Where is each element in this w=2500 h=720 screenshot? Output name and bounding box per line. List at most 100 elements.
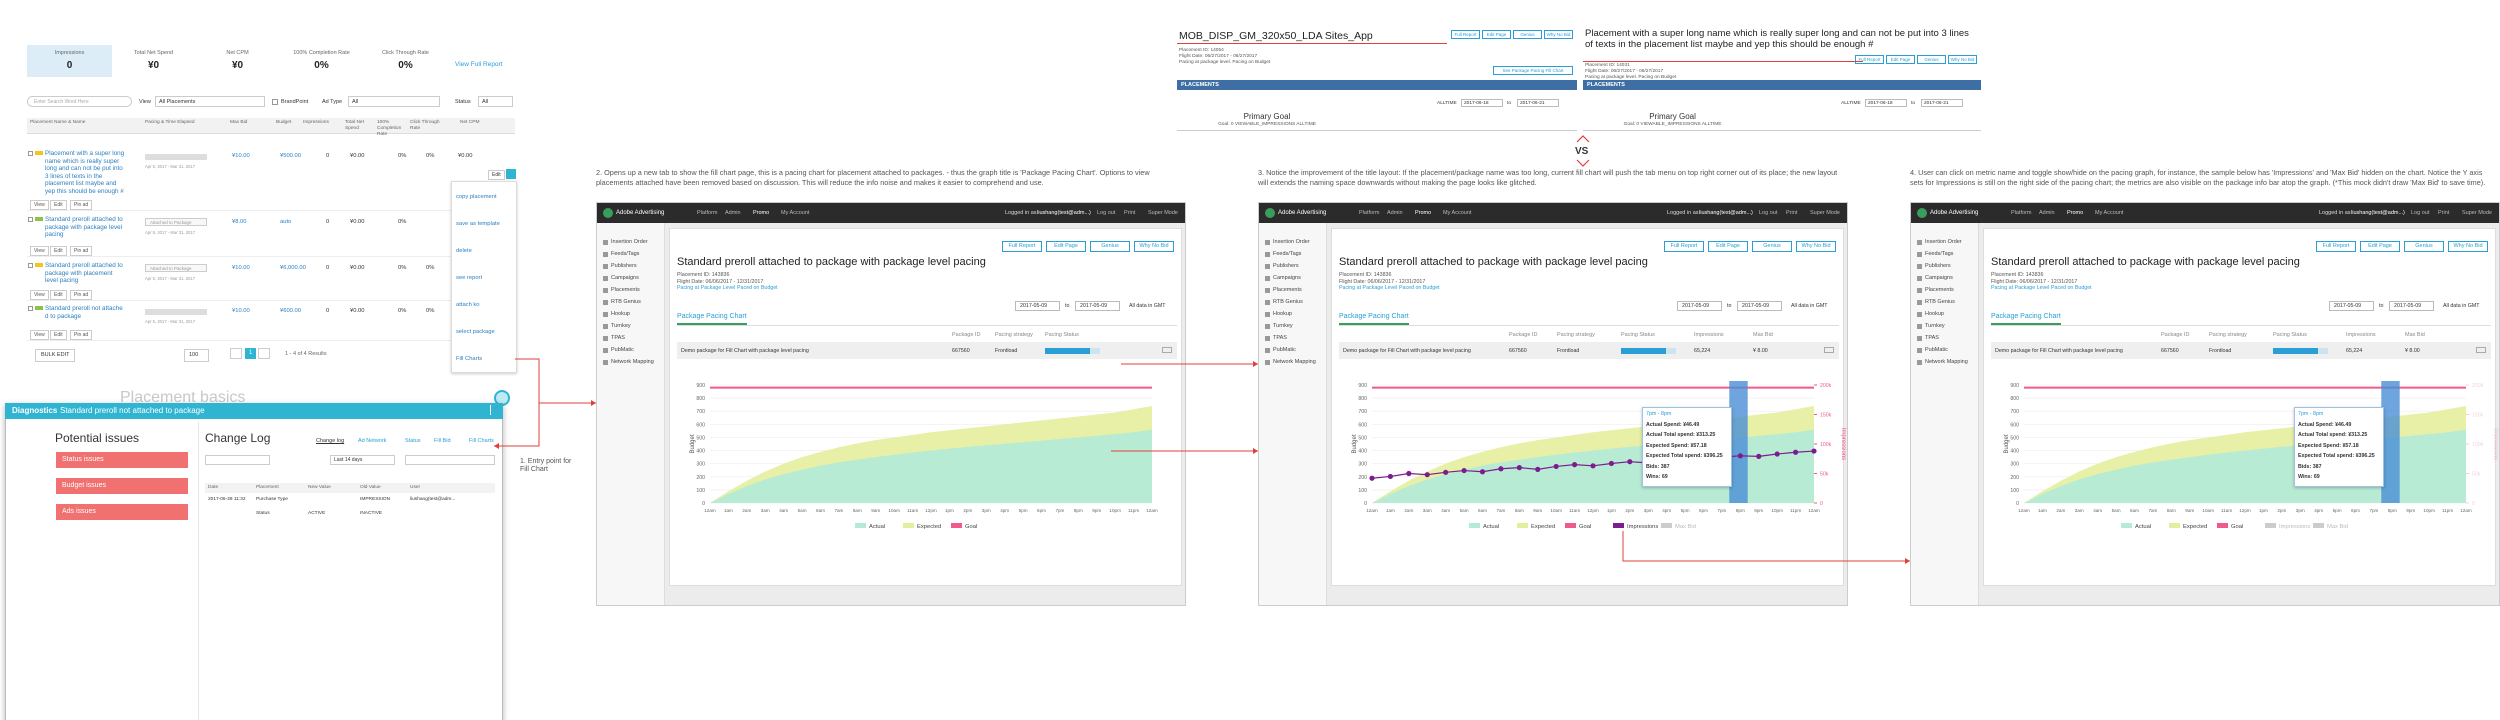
row-action[interactable]: Edit <box>50 330 67 340</box>
sidebar-item[interactable]: Insertion Order <box>1273 239 1310 245</box>
sidebar-item[interactable]: Insertion Order <box>611 239 648 245</box>
page-button[interactable]: Full Report <box>2316 241 2356 252</box>
page-button[interactable]: Edit Page <box>2360 241 2400 252</box>
date-box[interactable] <box>1075 301 1120 311</box>
page-button[interactable]: Full Report <box>1664 241 1704 252</box>
date-box[interactable] <box>1865 99 1907 107</box>
page-button[interactable]: Edit Page <box>1708 241 1748 252</box>
sidebar-item[interactable]: TPAS <box>611 335 625 341</box>
logout[interactable]: Log out <box>1759 210 1778 216</box>
header-button[interactable]: Why No Bid <box>1948 55 1977 65</box>
row-checkbox[interactable] <box>28 151 33 156</box>
row-action[interactable]: View <box>30 290 49 300</box>
placement-name[interactable]: Standard preroll attached to package wit… <box>45 262 123 285</box>
menu-item[interactable]: select package <box>456 329 495 335</box>
row-action[interactable]: Pin ad <box>70 290 93 300</box>
sidebar-item[interactable]: Turnkey <box>611 323 631 329</box>
row-checkbox[interactable] <box>28 306 33 311</box>
log-tab[interactable]: Ad Network <box>358 438 387 444</box>
nav-item[interactable]: My Account <box>1443 210 1472 216</box>
row-options[interactable] <box>2476 347 2486 353</box>
date-box[interactable] <box>2389 301 2434 311</box>
view-full-report[interactable]: View Full Report <box>455 61 503 68</box>
super-mode[interactable]: Super Mode <box>1810 210 1840 216</box>
page-button[interactable]: Why No Bid <box>2448 241 2488 252</box>
sidebar-item[interactable]: Network Mapping <box>1273 359 1316 365</box>
chart-tab[interactable]: Package Pacing Chart <box>1991 313 2061 320</box>
log-filter[interactable] <box>330 455 395 465</box>
row-checkbox[interactable] <box>28 217 33 222</box>
log-tab[interactable]: Change log <box>316 438 345 444</box>
nav-item[interactable]: Platform <box>2011 210 2032 216</box>
row-action[interactable]: Edit <box>50 246 67 256</box>
header-button[interactable]: Edit Page <box>1886 55 1915 65</box>
menu-item[interactable]: delete <box>456 248 472 254</box>
issue-bar[interactable] <box>56 478 188 494</box>
sidebar-item[interactable]: RTB Genius <box>611 299 641 305</box>
sidebar-item[interactable]: Campaigns <box>1925 275 1953 281</box>
nav-item[interactable]: Platform <box>697 210 718 216</box>
sidebar-item[interactable]: RTB Genius <box>1273 299 1303 305</box>
sidebar-item[interactable]: Publishers <box>611 263 637 269</box>
sidebar-item[interactable]: Turnkey <box>1925 323 1945 329</box>
bulk-edit[interactable]: BULK EDIT <box>35 349 76 362</box>
sidebar-item[interactable]: TPAS <box>1925 335 1939 341</box>
select[interactable] <box>348 96 440 107</box>
date-box[interactable] <box>1677 301 1722 311</box>
header-button[interactable]: Genius <box>1513 30 1542 40</box>
nav-item[interactable]: My Account <box>2095 210 2124 216</box>
sidebar-item[interactable]: Campaigns <box>1273 275 1301 281</box>
sidebar-item[interactable]: Insertion Order <box>1925 239 1962 245</box>
row-action[interactable]: View <box>30 200 49 210</box>
date-box[interactable] <box>1517 99 1559 107</box>
row-action[interactable]: Pin ad <box>70 200 93 210</box>
sidebar-item[interactable]: Placements <box>1273 287 1302 293</box>
sidebar-item[interactable]: Placements <box>611 287 640 293</box>
sidebar-item[interactable]: Feeds/Tags <box>1925 251 1954 257</box>
issue-bar[interactable] <box>56 504 188 520</box>
nav-item[interactable]: Admin <box>725 210 741 216</box>
sidebar-item[interactable]: PubMatic <box>611 347 634 353</box>
nav-item[interactable]: Admin <box>2039 210 2055 216</box>
menu-item[interactable]: Fill Charts <box>456 356 483 362</box>
nav-item[interactable]: Promo <box>1415 210 1432 216</box>
log-filter[interactable] <box>405 455 495 465</box>
row-action[interactable]: Edit <box>50 200 67 210</box>
menu-item[interactable]: see report <box>456 275 483 281</box>
row-action[interactable]: View <box>30 246 49 256</box>
pacing-link[interactable]: See Package Pacing Fill Chart <box>1493 66 1573 76</box>
sidebar-item[interactable]: TPAS <box>1273 335 1287 341</box>
page-button[interactable]: Why No Bid <box>1796 241 1836 252</box>
page-button[interactable]: Full Report <box>1002 241 1042 252</box>
select[interactable] <box>155 96 265 107</box>
issue-bar[interactable] <box>56 452 188 468</box>
page-button[interactable]: Genius <box>1752 241 1792 252</box>
nav-item[interactable]: Platform <box>1359 210 1380 216</box>
nav-item[interactable]: My Account <box>781 210 810 216</box>
sidebar-item[interactable]: Hookup <box>1273 311 1292 317</box>
log-filter[interactable] <box>205 455 270 465</box>
sidebar-item[interactable]: Network Mapping <box>1925 359 1968 365</box>
header-button[interactable]: Full Report <box>1451 30 1480 40</box>
chart-tab[interactable]: Package Pacing Chart <box>1339 313 1409 320</box>
print[interactable]: Print <box>1786 210 1798 216</box>
select[interactable] <box>478 96 513 107</box>
page-next[interactable] <box>258 348 270 359</box>
checkbox[interactable] <box>272 99 278 105</box>
header-button[interactable]: Genius <box>1917 55 1946 65</box>
header-button[interactable]: Why No Bid <box>1544 30 1573 40</box>
menu-toggle[interactable] <box>506 169 516 179</box>
placement-name[interactable]: Standard preroll attached to package wit… <box>45 216 123 239</box>
row-checkbox[interactable] <box>28 263 33 268</box>
header-button[interactable]: Full Report <box>1855 55 1884 65</box>
date-box[interactable] <box>2329 301 2374 311</box>
row-action[interactable]: Edit <box>50 290 67 300</box>
page-button[interactable]: Why No Bid <box>1134 241 1174 252</box>
nav-item[interactable]: Promo <box>2067 210 2084 216</box>
log-tab[interactable]: Fill Bid <box>434 438 451 444</box>
header-button[interactable]: Edit Page <box>1482 30 1511 40</box>
sidebar-item[interactable]: Hookup <box>1925 311 1944 317</box>
sidebar-item[interactable]: Hookup <box>611 311 630 317</box>
nav-item[interactable]: Promo <box>753 210 770 216</box>
sidebar-item[interactable]: Placements <box>1925 287 1954 293</box>
